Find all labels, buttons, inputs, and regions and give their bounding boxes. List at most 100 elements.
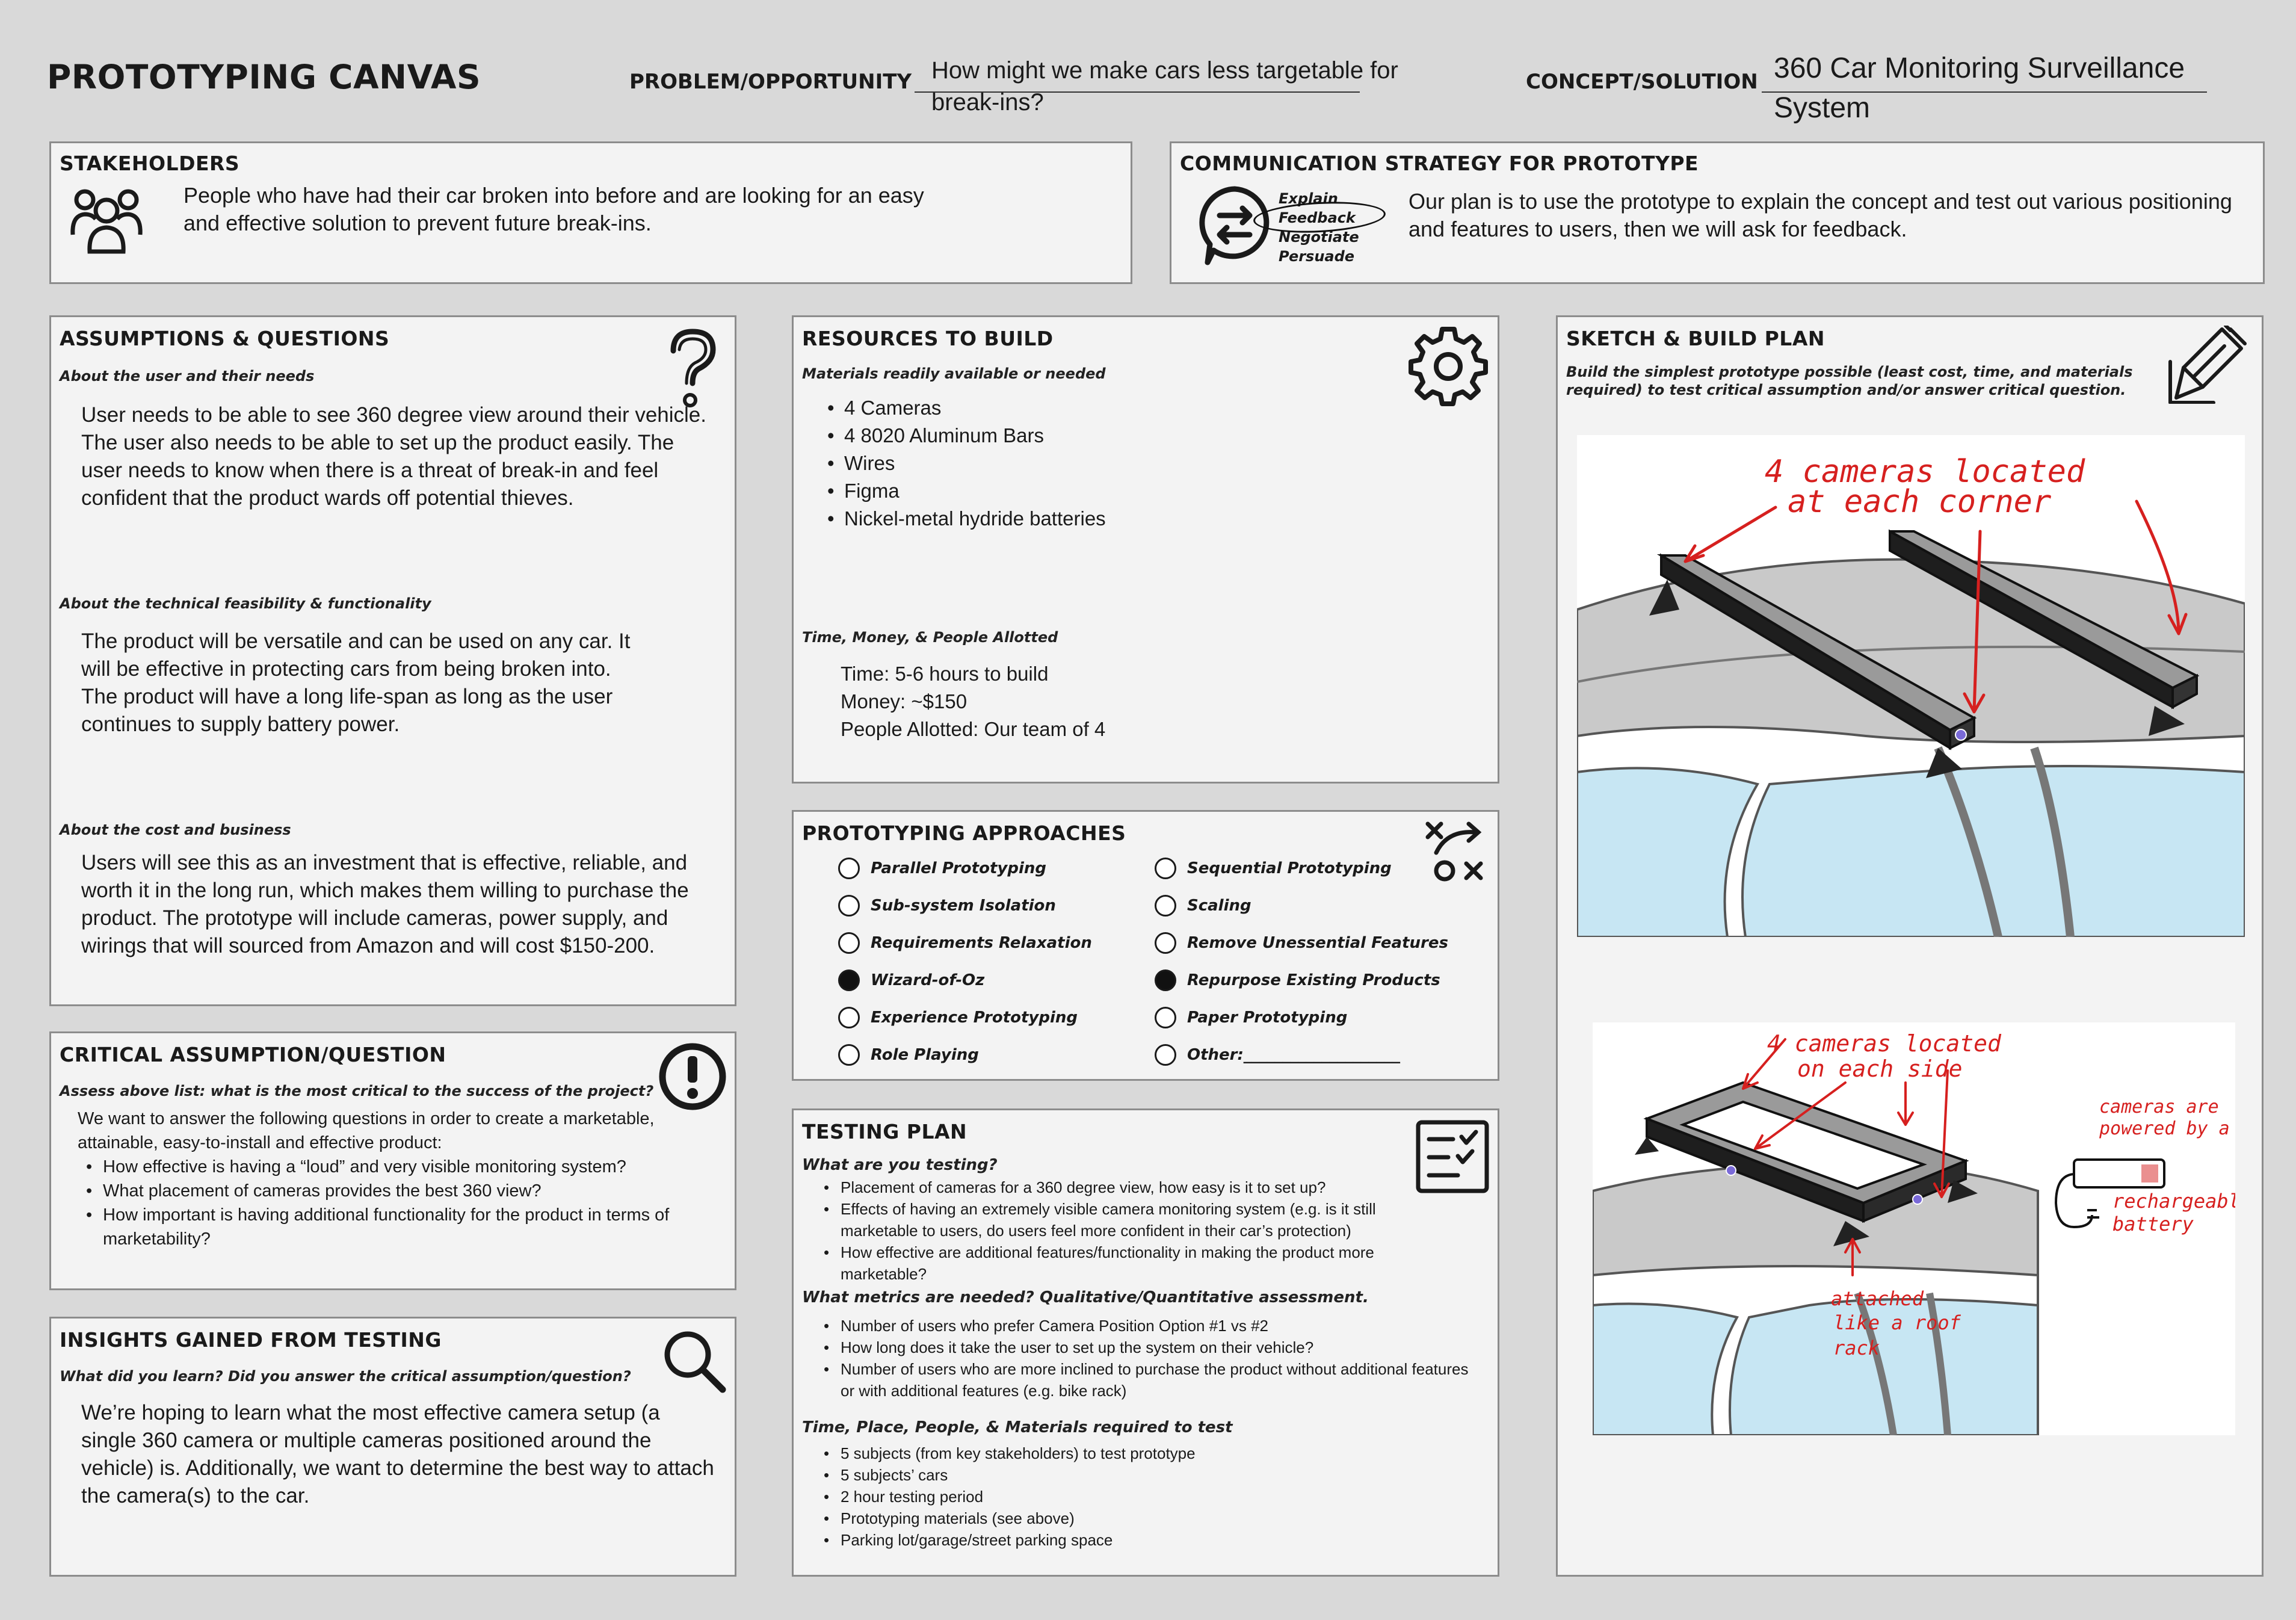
radio-experience[interactable] [838, 1007, 860, 1028]
list-item: Number of users who prefer Camera Positi… [820, 1315, 1470, 1337]
approach-label: Parallel Prototyping [871, 859, 1046, 877]
list-item: 5 subjects (from key stakeholders) to te… [820, 1442, 1470, 1464]
critical-subtitle: Assess above list: what is the most crit… [60, 1083, 654, 1099]
assumptions-user-subtitle: About the user and their needs [60, 368, 315, 385]
approach-subsystem[interactable]: Sub-system Isolation [838, 895, 1056, 917]
approach-paper[interactable]: Paper Prototyping [1155, 1007, 1347, 1028]
option-negotiate: Negotiate [1279, 229, 1359, 246]
assumptions-user-text: User needs to be able to see 360 degree … [81, 403, 706, 510]
approach-label: Other:____________________ [1187, 1046, 1400, 1064]
insights-subtitle: What did you learn? Did you answer the c… [60, 1368, 631, 1385]
sketch-side-cameras: 4 cameras located on each side attached … [1593, 1022, 2235, 1435]
problem-label: PROBLEM/OPPORTUNITY [629, 70, 912, 94]
list-item: Prototyping materials (see above) [820, 1507, 1470, 1529]
gear-icon [1409, 327, 1488, 406]
list-item: What placement of cameras provides the b… [82, 1179, 708, 1203]
radio-remove[interactable] [1155, 932, 1176, 954]
pencil-notepad-icon [2168, 326, 2247, 404]
sketch2-battery-line2: battery [2112, 1213, 2194, 1235]
exclamation-icon [659, 1043, 726, 1110]
radio-sequential[interactable] [1155, 858, 1176, 879]
radio-roleplay[interactable] [838, 1044, 860, 1066]
sketch1-note-line2: at each corner [1788, 484, 2051, 520]
approach-label: Role Playing [871, 1046, 979, 1064]
materials-list: 4 Cameras 4 8020 Aluminum Bars Wires Fig… [824, 394, 1245, 533]
concept-text-line1: 360 Car Monitoring Surveillance [1774, 52, 2185, 84]
approach-repurpose[interactable]: Repurpose Existing Products [1155, 969, 1440, 991]
approach-other[interactable]: Other:____________________ [1155, 1044, 1400, 1066]
list-item: Figma [824, 477, 1245, 505]
radio-wizard[interactable] [838, 969, 860, 991]
materials-subtitle: Materials readily available or needed [802, 365, 1106, 382]
list-item: Placement of cameras for a 360 degree vi… [820, 1176, 1428, 1198]
radio-subsystem[interactable] [838, 895, 860, 917]
question-mark-icon [670, 329, 716, 407]
time-people: People Allotted: Our team of 4 [841, 718, 1106, 740]
communication-panel: COMMUNICATION STRATEGY FOR PROTOTYPE Exp… [1170, 141, 2265, 284]
resources-panel: RESOURCES TO BUILD Materials readily ava… [792, 315, 1499, 784]
stakeholders-panel: STAKEHOLDERS People who have had their c… [49, 141, 1132, 284]
exchange-speech-bubble-icon [1199, 186, 1270, 265]
strategy-play-icon [1425, 821, 1483, 882]
sketch2-battery-line1: rechargeable [2112, 1190, 2235, 1213]
radio-repurpose[interactable] [1155, 969, 1176, 991]
battery-icon [2054, 1158, 2165, 1229]
testing-metrics-list: Number of users who prefer Camera Positi… [820, 1315, 1470, 1402]
sketch2-note-line2: on each side [1797, 1056, 1963, 1082]
radio-other[interactable] [1155, 1044, 1176, 1066]
list-item: 4 8020 Aluminum Bars [824, 422, 1245, 450]
assumptions-tech-text: The product will be versatile and can be… [81, 629, 631, 736]
list-item: 4 Cameras [824, 394, 1245, 422]
list-item: How long does it take the user to set up… [820, 1337, 1470, 1358]
radio-requirements[interactable] [838, 932, 860, 954]
concept-label: CONCEPT/SOLUTION [1526, 70, 1758, 94]
approach-label: Paper Prototyping [1187, 1009, 1348, 1027]
list-item: Effects of having an extremely visible c… [820, 1198, 1428, 1241]
stakeholders-text: People who have had their car broken int… [184, 183, 924, 235]
approach-parallel[interactable]: Parallel Prototyping [838, 858, 1046, 879]
sketch2-attach-line3: rack [1833, 1337, 1880, 1359]
approach-remove[interactable]: Remove Unessential Features [1155, 932, 1448, 954]
approach-requirements[interactable]: Requirements Relaxation [838, 932, 1092, 954]
approach-sequential[interactable]: Sequential Prototyping [1155, 858, 1392, 879]
list-item: Wires [824, 450, 1245, 477]
list-item: Nickel-metal hydride batteries [824, 505, 1245, 533]
option-feedback: Feedback [1279, 209, 1356, 226]
problem-underline [915, 91, 1360, 93]
testing-title: TESTING PLAN [802, 1120, 967, 1143]
approach-roleplay[interactable]: Role Playing [838, 1044, 979, 1066]
time-subtitle: Time, Money, & People Allotted [802, 629, 1058, 646]
approach-experience[interactable]: Experience Prototyping [838, 1007, 1078, 1028]
radio-scaling[interactable] [1155, 895, 1176, 917]
concept-text-line2: System [1774, 92, 1871, 124]
testing-req-list: 5 subjects (from key stakeholders) to te… [820, 1442, 1470, 1551]
testing-req-subtitle: Time, Place, People, & Materials require… [802, 1418, 1233, 1436]
critical-intro: We want to answer the following question… [78, 1109, 655, 1152]
approach-wizard[interactable]: Wizard-of-Oz [838, 969, 984, 991]
assumptions-tech-subtitle: About the technical feasibility & functi… [60, 595, 431, 612]
approach-scaling[interactable]: Scaling [1155, 895, 1251, 917]
assumptions-title: ASSUMPTIONS & QUESTIONS [60, 327, 390, 350]
insights-panel: INSIGHTS GAINED FROM TESTING What did yo… [49, 1317, 736, 1577]
approaches-panel: PROTOTYPING APPROACHES Parallel Prototyp… [792, 810, 1499, 1081]
communication-text: Our plan is to use the prototype to expl… [1409, 189, 2232, 241]
insights-title: INSIGHTS GAINED FROM TESTING [60, 1328, 442, 1352]
approach-label: Requirements Relaxation [871, 934, 1092, 952]
communication-title: COMMUNICATION STRATEGY FOR PROTOTYPE [1180, 152, 1699, 175]
approach-label: Sequential Prototyping [1187, 859, 1392, 877]
testing-metrics-subtitle: What metrics are needed? Qualitative/Qua… [802, 1288, 1369, 1306]
insights-text: We’re hoping to learn what the most effe… [81, 1401, 714, 1507]
sketch-corner-cameras: 4 cameras located at each corner [1577, 435, 2245, 937]
sketch-title: SKETCH & BUILD PLAN [1566, 327, 1825, 350]
approach-label: Remove Unessential Features [1187, 934, 1448, 952]
car-roof-sketch-2: 4 cameras located on each side attached … [1593, 1030, 2235, 1435]
page-title: PROTOTYPING CANVAS [47, 58, 481, 96]
list-item: Parking lot/garage/street parking space [820, 1529, 1470, 1551]
radio-paper[interactable] [1155, 1007, 1176, 1028]
time-build: Time: 5-6 hours to build [841, 663, 1049, 685]
communication-options: Explain Feedback Negotiate Persuade [1279, 189, 1359, 266]
radio-parallel[interactable] [838, 858, 860, 879]
critical-title: CRITICAL ASSUMPTION/QUESTION [60, 1043, 446, 1066]
people-group-icon [70, 189, 143, 254]
sketch2-power-line1: cameras are [2099, 1096, 2219, 1118]
